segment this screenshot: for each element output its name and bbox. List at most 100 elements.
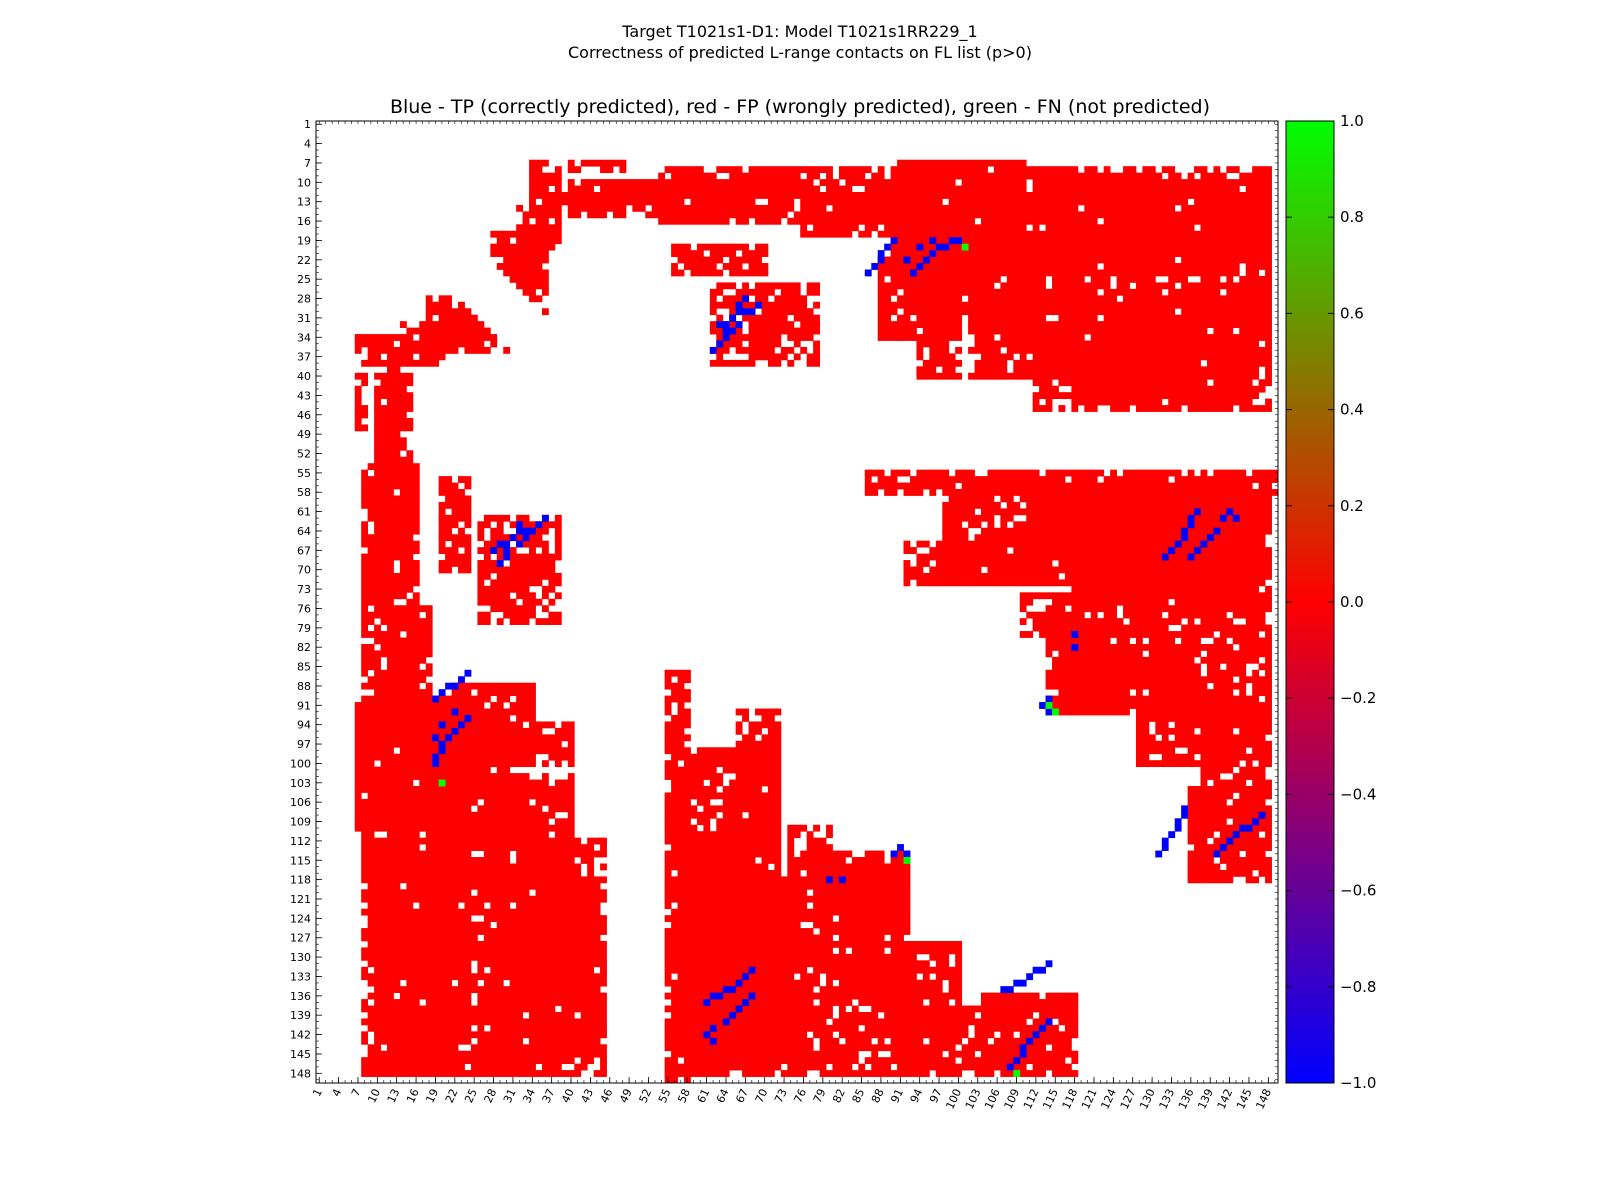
fp-cell (1116, 495, 1124, 503)
fp-cell (1142, 295, 1150, 303)
fp-cell (548, 204, 556, 212)
fp-cell (1265, 237, 1272, 245)
fp-cell (1090, 482, 1098, 490)
fp-cell (1110, 321, 1117, 329)
fp-cell (755, 844, 762, 851)
fp-cell (806, 217, 814, 225)
fp-cell (1226, 185, 1234, 193)
fp-cell (819, 198, 827, 206)
fp-cell (1219, 185, 1227, 193)
fp-cell (548, 198, 556, 206)
fp-cell (884, 256, 892, 264)
fp-cell (1200, 327, 1208, 335)
fp-cell (948, 495, 956, 503)
fp-cell (864, 224, 872, 232)
fp-cell (1026, 501, 1034, 509)
fp-cell (1206, 340, 1214, 348)
fp-cell (877, 198, 885, 206)
fp-cell (438, 346, 446, 354)
fp-cell (974, 566, 982, 574)
fp-cell (767, 876, 775, 884)
fp-cell (1110, 482, 1117, 490)
fp-cell (529, 747, 536, 755)
fp-cell (677, 837, 685, 845)
fp-cell (509, 1057, 517, 1065)
fp-cell (1232, 534, 1240, 542)
fp-cell (1116, 489, 1124, 496)
fp-cell (632, 198, 640, 206)
fp-cell (716, 1024, 724, 1032)
fp-cell (1097, 489, 1105, 496)
fp-cell (458, 831, 465, 839)
fp-cell (716, 850, 724, 858)
fp-cell (1135, 179, 1143, 186)
fp-cell (541, 798, 549, 806)
fp-cell (722, 811, 730, 819)
fp-cell (684, 204, 691, 212)
fp-cell (767, 869, 775, 877)
fp-cell (755, 973, 762, 981)
fp-cell (735, 1037, 743, 1045)
fp-cell (1097, 250, 1105, 257)
fp-cell (981, 217, 988, 225)
fp-cell (948, 250, 956, 257)
fp-cell (380, 1037, 388, 1045)
fp-cell (412, 876, 420, 884)
fp-cell (445, 902, 452, 910)
fp-cell (755, 1057, 762, 1065)
fp-cell (1052, 301, 1059, 309)
fp-cell (671, 928, 678, 935)
fp-cell (722, 966, 730, 974)
fp-cell (541, 928, 549, 935)
fp-cell (554, 902, 562, 910)
fp-cell (419, 669, 427, 677)
fp-cell (541, 850, 549, 858)
fp-cell (1013, 295, 1021, 303)
fp-cell (399, 760, 407, 768)
fp-cell (367, 334, 375, 341)
fp-cell (955, 301, 963, 309)
fp-cell (1026, 295, 1034, 303)
fp-cell (561, 805, 569, 813)
fp-cell (490, 960, 498, 968)
fp-cell (587, 902, 595, 910)
fp-cell (696, 1037, 704, 1045)
fp-cell (374, 850, 381, 858)
fp-cell (1174, 192, 1182, 199)
fp-cell (903, 321, 911, 329)
fp-cell (535, 928, 543, 935)
fp-cell (922, 308, 930, 316)
fp-cell (748, 805, 756, 813)
fp-cell (1239, 198, 1247, 206)
fp-cell (735, 850, 743, 858)
fp-cell (387, 960, 394, 968)
fp-cell (1077, 346, 1085, 354)
fp-cell (438, 773, 446, 780)
fp-cell (709, 857, 717, 864)
fp-cell (1142, 379, 1150, 387)
fp-cell (742, 753, 749, 761)
fp-cell (522, 928, 530, 935)
fp-cell (1090, 560, 1098, 567)
fp-cell (1168, 527, 1176, 535)
fp-cell (458, 734, 465, 742)
fp-cell (458, 869, 465, 877)
fp-cell (690, 844, 698, 851)
fp-cell (483, 740, 491, 748)
fp-cell (412, 953, 420, 961)
fp-cell (916, 295, 924, 303)
fp-cell (541, 159, 549, 167)
fp-cell (1174, 185, 1182, 193)
fp-cell (742, 1011, 749, 1019)
fp-cell (1103, 192, 1111, 199)
fp-cell (806, 211, 814, 219)
fp-cell (380, 889, 388, 897)
fp-cell (387, 643, 394, 651)
fp-cell (974, 224, 982, 232)
fp-cell (625, 198, 633, 206)
fp-cell (522, 979, 530, 987)
fp-cell (671, 192, 678, 199)
fp-cell (399, 359, 407, 367)
fp-cell (748, 908, 756, 916)
fp-cell (1161, 295, 1169, 303)
